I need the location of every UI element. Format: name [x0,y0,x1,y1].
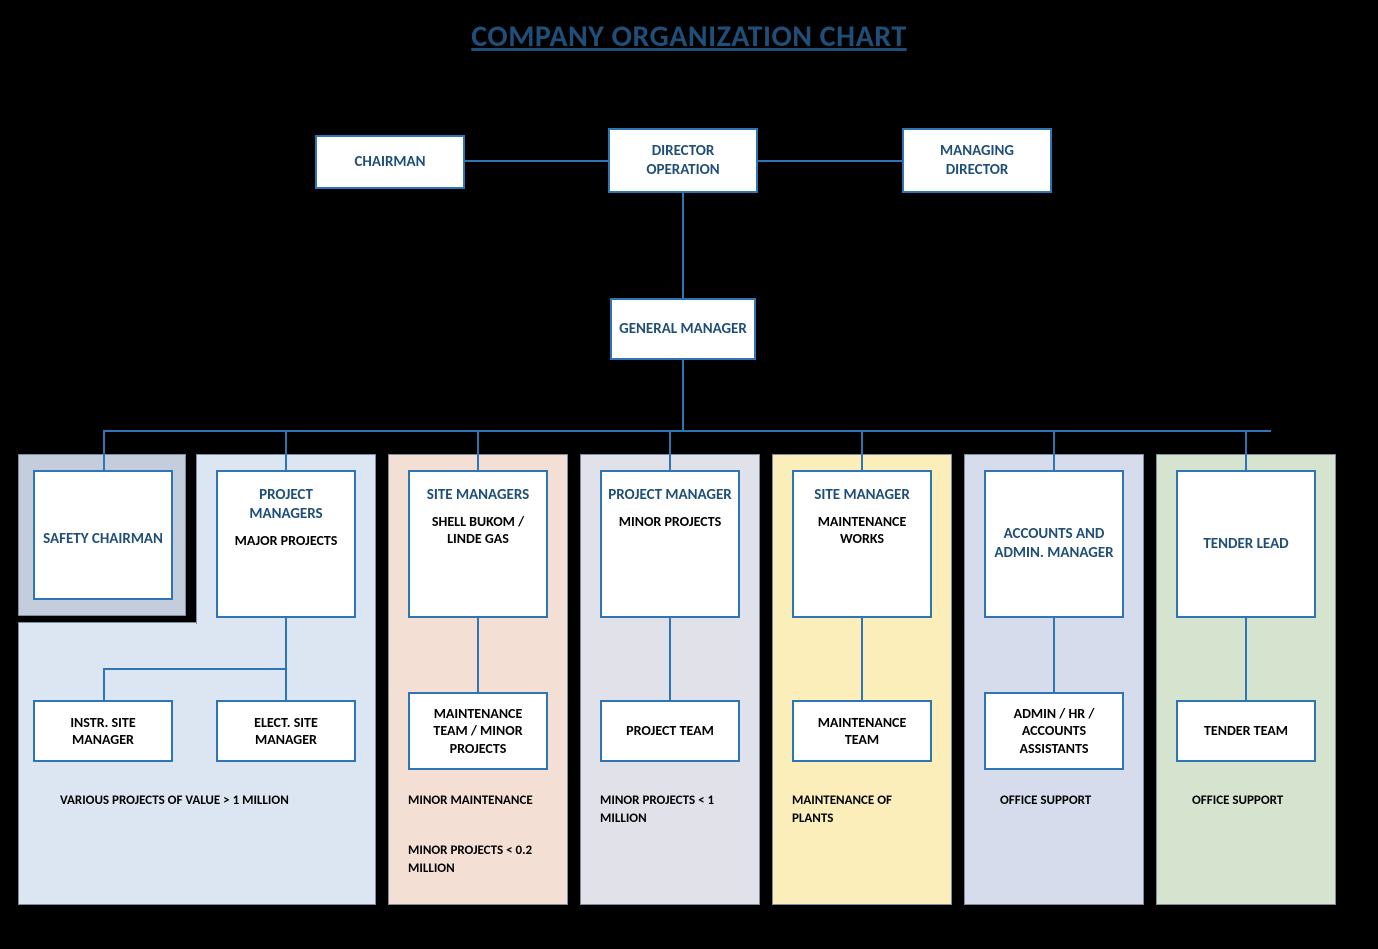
node-site-maint-team-label: MAINTENANCE TEAM [800,714,924,749]
node-site-maint-team: MAINTENANCE TEAM [792,700,932,762]
node-tender-label: TENDER LEAD [1203,535,1288,554]
node-chairman-label: CHAIRMAN [354,153,425,172]
line-site-maint-down [861,618,863,700]
drop-0 [103,430,105,472]
node-site-bukom-label: SITE MANAGERS [427,486,529,505]
chart-title: COMPANY ORGANIZATION CHART [471,18,907,55]
caption-accounts: OFFICE SUPPORT [1000,792,1140,810]
drop-3 [669,430,671,472]
node-accounts-team: ADMIN / HR / ACCOUNTS ASSISTANTS [984,692,1124,770]
drop-2 [477,430,479,472]
caption-site-bukom-2: MINOR PROJECTS < 0.2 MILLION [408,842,558,877]
node-pm-minor: PROJECT MANAGER MINOR PROJECTS [600,470,740,618]
node-site-maint: SITE MANAGER MAINTENANCE WORKS [792,470,932,618]
node-accounts-label: ACCOUNTS AND ADMIN. MANAGER [992,525,1116,563]
node-site-maint-label: SITE MANAGER [814,486,910,505]
node-site-bukom-sub: SHELL BUKOM / LINDE GAS [416,513,540,548]
caption-pm-minor: MINOR PROJECTS < 1 MILLION [600,792,740,827]
node-pm-major-sub: MAJOR PROJECTS [235,532,338,550]
node-pm-minor-sub: MINOR PROJECTS [619,513,721,531]
node-site-bukom: SITE MANAGERS SHELL BUKOM / LINDE GAS [408,470,548,618]
node-tender-team-label: TENDER TEAM [1204,722,1288,740]
line-pm-major-right [285,668,287,700]
node-tender: TENDER LEAD [1176,470,1316,618]
line-pm-major-down [285,618,287,668]
node-director-operation-label: DIRECTOR OPERATION [616,142,750,180]
node-site-bukom-team: MAINTENANCE TEAM / MINOR PROJECTS [408,692,548,770]
line-director-to-md [758,160,902,162]
caption-tender: OFFICE SUPPORT [1192,792,1332,810]
node-safety-chairman-label: SAFETY CHAIRMAN [43,530,163,549]
drop-6 [1245,430,1247,472]
line-site-bukom-down [477,618,479,692]
node-tender-team: TENDER TEAM [1176,700,1316,762]
node-accounts: ACCOUNTS AND ADMIN. MANAGER [984,470,1124,618]
node-pm-minor-label: PROJECT MANAGER [608,486,731,505]
node-accounts-team-label: ADMIN / HR / ACCOUNTS ASSISTANTS [992,705,1116,758]
node-general-manager: GENERAL MANAGER [610,298,756,360]
node-pm-minor-team: PROJECT TEAM [600,700,740,762]
node-pm-major-label: PROJECT MANAGERS [224,486,348,524]
line-accounts-down [1053,618,1055,692]
line-pm-major-left [103,668,105,700]
node-pm-minor-team-label: PROJECT TEAM [626,722,714,740]
line-chairman-to-director [465,160,608,162]
node-site-maint-sub: MAINTENANCE WORKS [800,513,924,548]
line-pm-minor-down [669,618,671,700]
cat-blue-lower [18,622,376,905]
node-pm-major: PROJECT MANAGERS MAJOR PROJECTS [216,470,356,618]
node-managing-director: MANAGING DIRECTOR [902,128,1052,193]
line-tender-down [1245,618,1247,700]
drop-1 [285,430,287,472]
node-site-bukom-team-label: MAINTENANCE TEAM / MINOR PROJECTS [416,705,540,758]
node-instr-site-mgr: INSTR. SITE MANAGER [33,700,173,762]
line-gm-down [682,360,684,430]
node-director-operation: DIRECTOR OPERATION [608,128,758,193]
caption-pm-major: VARIOUS PROJECTS OF VALUE > 1 MILLION [60,792,290,810]
caption-site-bukom-1: MINOR MAINTENANCE [408,792,548,810]
drop-5 [1053,430,1055,472]
line-pm-major-split [103,668,285,670]
node-elect-site-mgr: ELECT. SITE MANAGER [216,700,356,762]
node-chairman: CHAIRMAN [315,135,465,189]
line-director-to-gm [682,193,684,298]
node-instr-site-mgr-label: INSTR. SITE MANAGER [41,714,165,749]
line-bus [103,430,1271,432]
drop-4 [861,430,863,472]
node-managing-director-label: MANAGING DIRECTOR [910,142,1044,180]
node-safety-chairman: SAFETY CHAIRMAN [33,470,173,600]
node-general-manager-label: GENERAL MANAGER [619,320,747,339]
cat-safety-shadow-r [186,458,192,622]
caption-site-maint: MAINTENANCE OF PLANTS [792,792,932,827]
node-elect-site-mgr-label: ELECT. SITE MANAGER [224,714,348,749]
